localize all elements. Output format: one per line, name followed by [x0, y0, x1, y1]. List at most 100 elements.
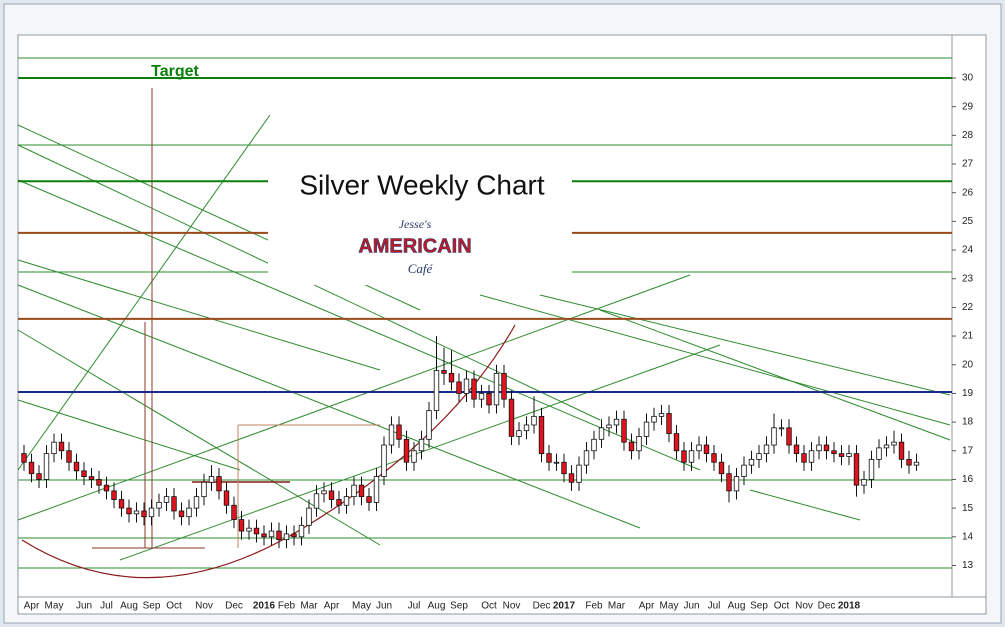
candle-body: [171, 496, 177, 512]
candle-body: [336, 499, 342, 506]
candle-body: [21, 453, 27, 463]
candle-body: [381, 444, 387, 477]
candle-body: [208, 476, 215, 483]
candle-body: [321, 490, 327, 495]
candle-body: [628, 441, 635, 452]
x-tick-label: 2016: [253, 601, 276, 612]
x-tick-label: Jul: [708, 601, 721, 612]
candle-body: [681, 450, 687, 463]
candle-body: [823, 444, 830, 452]
x-tick-label: Dec: [818, 601, 836, 612]
x-tick-label: Aug: [120, 601, 138, 612]
candle-body: [306, 507, 312, 526]
y-tick-label: 28: [962, 130, 974, 141]
candle-body: [411, 450, 417, 463]
x-tick-label: 2018: [838, 601, 861, 612]
candle-body: [763, 444, 770, 455]
y-tick-label: 17: [962, 445, 974, 456]
title-box: [268, 155, 572, 285]
candle-body: [876, 447, 882, 460]
trendline: [17, 274, 691, 521]
x-tick-label: Jun: [76, 601, 92, 612]
candle-body: [448, 372, 455, 383]
candle-body: [328, 490, 335, 500]
x-tick-label: Jun: [376, 601, 392, 612]
candle-body: [486, 393, 492, 406]
candle-body: [906, 458, 912, 466]
candle-body: [696, 444, 702, 452]
candle-body: [88, 476, 95, 480]
candle-body: [478, 393, 485, 400]
trendline: [539, 294, 951, 396]
y-tick-label: 26: [962, 187, 974, 198]
logo-top: Jesse's: [399, 217, 432, 231]
candle-body: [126, 507, 132, 515]
candle-body: [621, 418, 627, 443]
candle-body: [651, 415, 657, 423]
x-tick-label: Jul: [408, 601, 421, 612]
candle-body: [276, 530, 282, 541]
candle-body: [553, 461, 560, 464]
candle-body: [291, 533, 297, 538]
logo-middle: AMERICAIN: [358, 235, 471, 257]
trendline: [17, 114, 271, 471]
candle-body: [193, 496, 200, 509]
candle-body: [591, 438, 597, 452]
candle-body: [808, 450, 815, 463]
plot-area: [17, 34, 953, 598]
y-tick-label: 23: [962, 273, 974, 284]
x-tick-label: May: [352, 601, 371, 612]
candle-body: [268, 530, 275, 538]
trendline: [119, 344, 721, 561]
candle-body: [741, 464, 747, 477]
y-tick-label: 13: [962, 560, 974, 571]
candle-body: [81, 470, 87, 477]
candle-body: [178, 510, 185, 518]
candle-body: [148, 507, 155, 518]
candle-body: [861, 479, 867, 486]
candle-body: [786, 427, 792, 446]
x-tick-label: Mar: [608, 601, 626, 612]
y-tick-label: 30: [962, 73, 974, 84]
candle-body: [433, 370, 440, 412]
logo-bottom: Café: [408, 261, 434, 276]
candle-body: [343, 496, 350, 506]
candle-body: [831, 450, 837, 455]
candle-body: [28, 461, 35, 475]
x-tick-label: Sep: [450, 601, 468, 612]
x-tick-label: Jun: [683, 601, 699, 612]
y-tick-label: 20: [962, 359, 974, 370]
x-tick-label: Feb: [585, 601, 603, 612]
candle-body: [261, 533, 267, 538]
candle-body: [771, 427, 777, 446]
y-axis-area: [951, 34, 987, 598]
x-tick-label: Dec: [533, 601, 551, 612]
candle-body: [351, 484, 357, 498]
candle-body: [298, 524, 305, 538]
candle-body: [703, 444, 710, 455]
candle-body: [501, 372, 507, 400]
candle-body: [666, 413, 672, 434]
x-tick-label: Nov: [195, 601, 213, 612]
candle-body: [643, 421, 650, 437]
y-tick-label: 25: [962, 216, 974, 227]
trendline: [17, 399, 241, 471]
candle-body: [96, 479, 102, 486]
trendline: [749, 489, 861, 521]
candle-body: [516, 430, 522, 437]
y-tick-label: 16: [962, 474, 974, 485]
candle-body: [201, 481, 207, 498]
candle-body: [231, 504, 237, 520]
y-tick-label: 29: [962, 101, 974, 112]
candle-body: [471, 378, 477, 400]
candle-body: [606, 424, 612, 429]
candle-body: [748, 458, 755, 466]
x-tick-label: Oct: [774, 601, 790, 612]
candle-body: [58, 441, 65, 452]
candle-body: [733, 476, 740, 492]
candle-body: [373, 476, 380, 503]
trendline: [17, 329, 381, 546]
candle-body: [508, 398, 515, 437]
candle-body: [688, 450, 695, 463]
candle-body: [576, 464, 582, 483]
